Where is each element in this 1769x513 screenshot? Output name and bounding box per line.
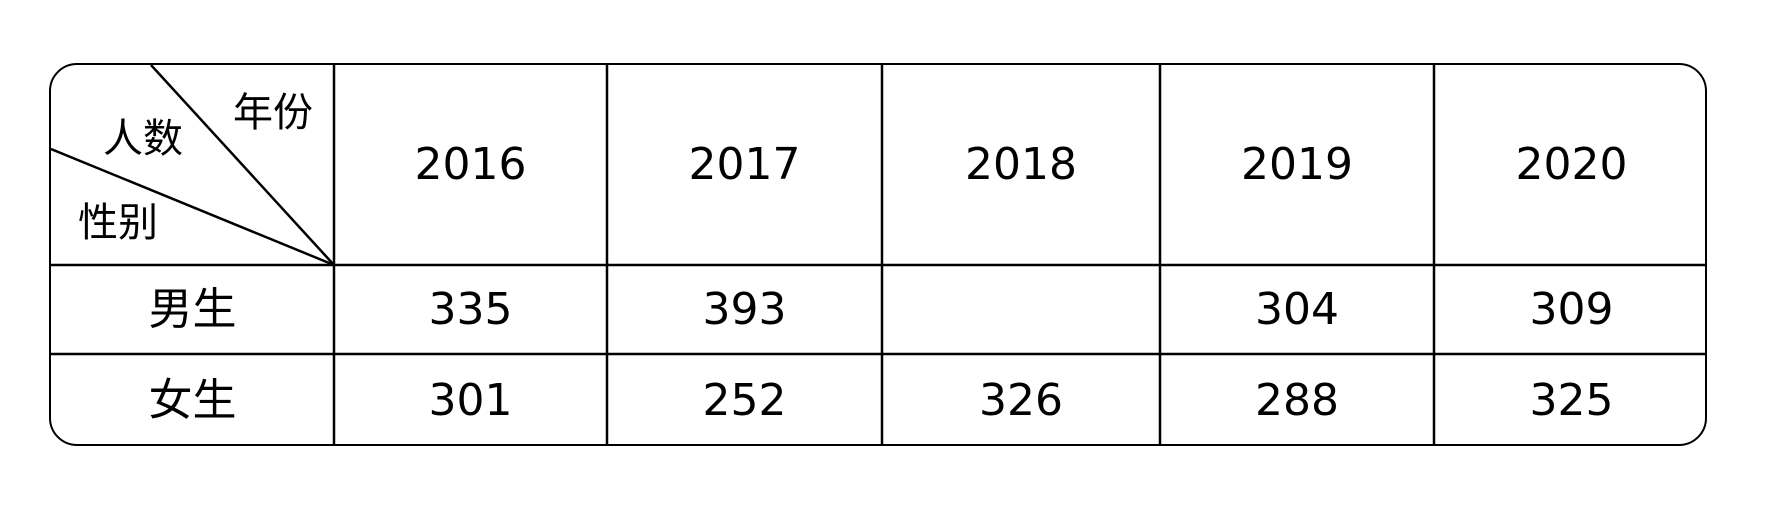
data-table: 年份 人数 性别 2016 2017 2018 2019 2020 男生 335… [49,63,1707,446]
header-year-2017: 2017 [688,139,801,190]
cell-female-2017: 252 [702,375,787,426]
cell-female-2018: 326 [979,375,1063,426]
cell-female-2019: 288 [1255,375,1339,426]
cell-male-2016: 335 [428,283,513,335]
corner-diagonal-2 [51,147,335,267]
corner-label-gender: 性别 [78,200,158,246]
cell-male-2017: 393 [702,283,787,335]
cell-male-2019: 304 [1255,283,1339,335]
header-year-2018: 2018 [965,139,1077,190]
cell-female-2016: 301 [428,375,513,426]
header-year-2016: 2016 [414,139,527,190]
cell-female-2020: 325 [1529,375,1614,426]
row-label-male: 男生 [148,283,237,335]
corner-diagonal-1 [150,65,335,266]
cell-male-2018 [882,265,1160,354]
cell-male-2020: 309 [1529,283,1614,335]
header-year-2020: 2020 [1515,139,1628,190]
corner-label-count: 人数 [103,116,183,162]
table-grid-lines [51,65,1705,444]
row-label-female: 女生 [148,375,237,426]
corner-label-year: 年份 [233,90,313,136]
header-year-2019: 2019 [1241,139,1353,190]
